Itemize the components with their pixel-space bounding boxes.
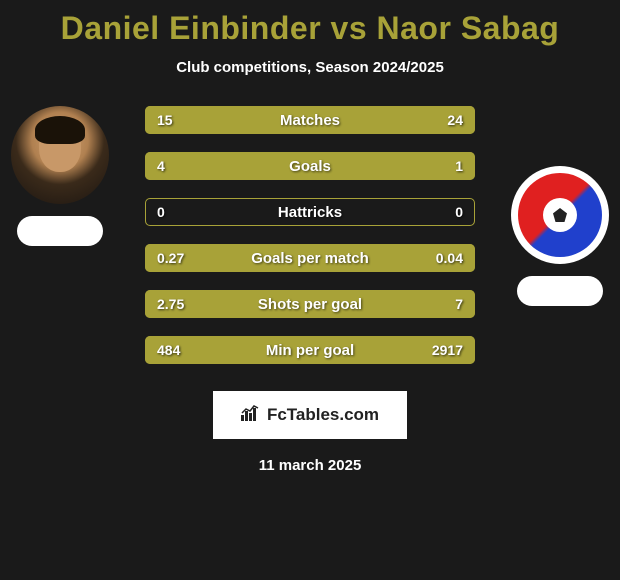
player-right-logo bbox=[511, 166, 609, 264]
stat-label: Goals per match bbox=[145, 244, 475, 272]
player-right-badge bbox=[510, 166, 610, 306]
stat-row: 41Goals bbox=[145, 152, 475, 180]
player-left-badge bbox=[10, 106, 110, 246]
date-label: 11 march 2025 bbox=[10, 457, 610, 474]
comparison-chart: 1524Matches 41Goals 00Hattricks 0.270.04Goa… bbox=[10, 106, 610, 371]
subtitle: Club competitions, Season 2024/2025 bbox=[10, 59, 610, 76]
stat-row: 00Hattricks bbox=[145, 198, 475, 226]
stat-row: 0.270.04Goals per match bbox=[145, 244, 475, 272]
brand-badge: FcTables.com bbox=[213, 391, 407, 439]
stat-row: 4842917Min per goal bbox=[145, 336, 475, 364]
player-right-pill bbox=[517, 276, 603, 306]
page-title: Daniel Einbinder vs Naor Sabag bbox=[10, 10, 610, 47]
player-left-pill bbox=[17, 216, 103, 246]
club-logo-inner bbox=[518, 173, 602, 257]
stat-row: 2.757Shots per goal bbox=[145, 290, 475, 318]
stat-bars: 1524Matches 41Goals 00Hattricks 0.270.04Goa… bbox=[145, 106, 475, 382]
stat-label: Shots per goal bbox=[145, 290, 475, 318]
soccer-ball-icon bbox=[543, 198, 577, 232]
brand-text: FcTables.com bbox=[267, 405, 379, 425]
chart-icon bbox=[241, 405, 261, 426]
player-left-avatar bbox=[11, 106, 109, 204]
stat-row: 1524Matches bbox=[145, 106, 475, 134]
stat-label: Min per goal bbox=[145, 336, 475, 364]
stat-label: Hattricks bbox=[145, 198, 475, 226]
stat-label: Goals bbox=[145, 152, 475, 180]
stat-label: Matches bbox=[145, 106, 475, 134]
